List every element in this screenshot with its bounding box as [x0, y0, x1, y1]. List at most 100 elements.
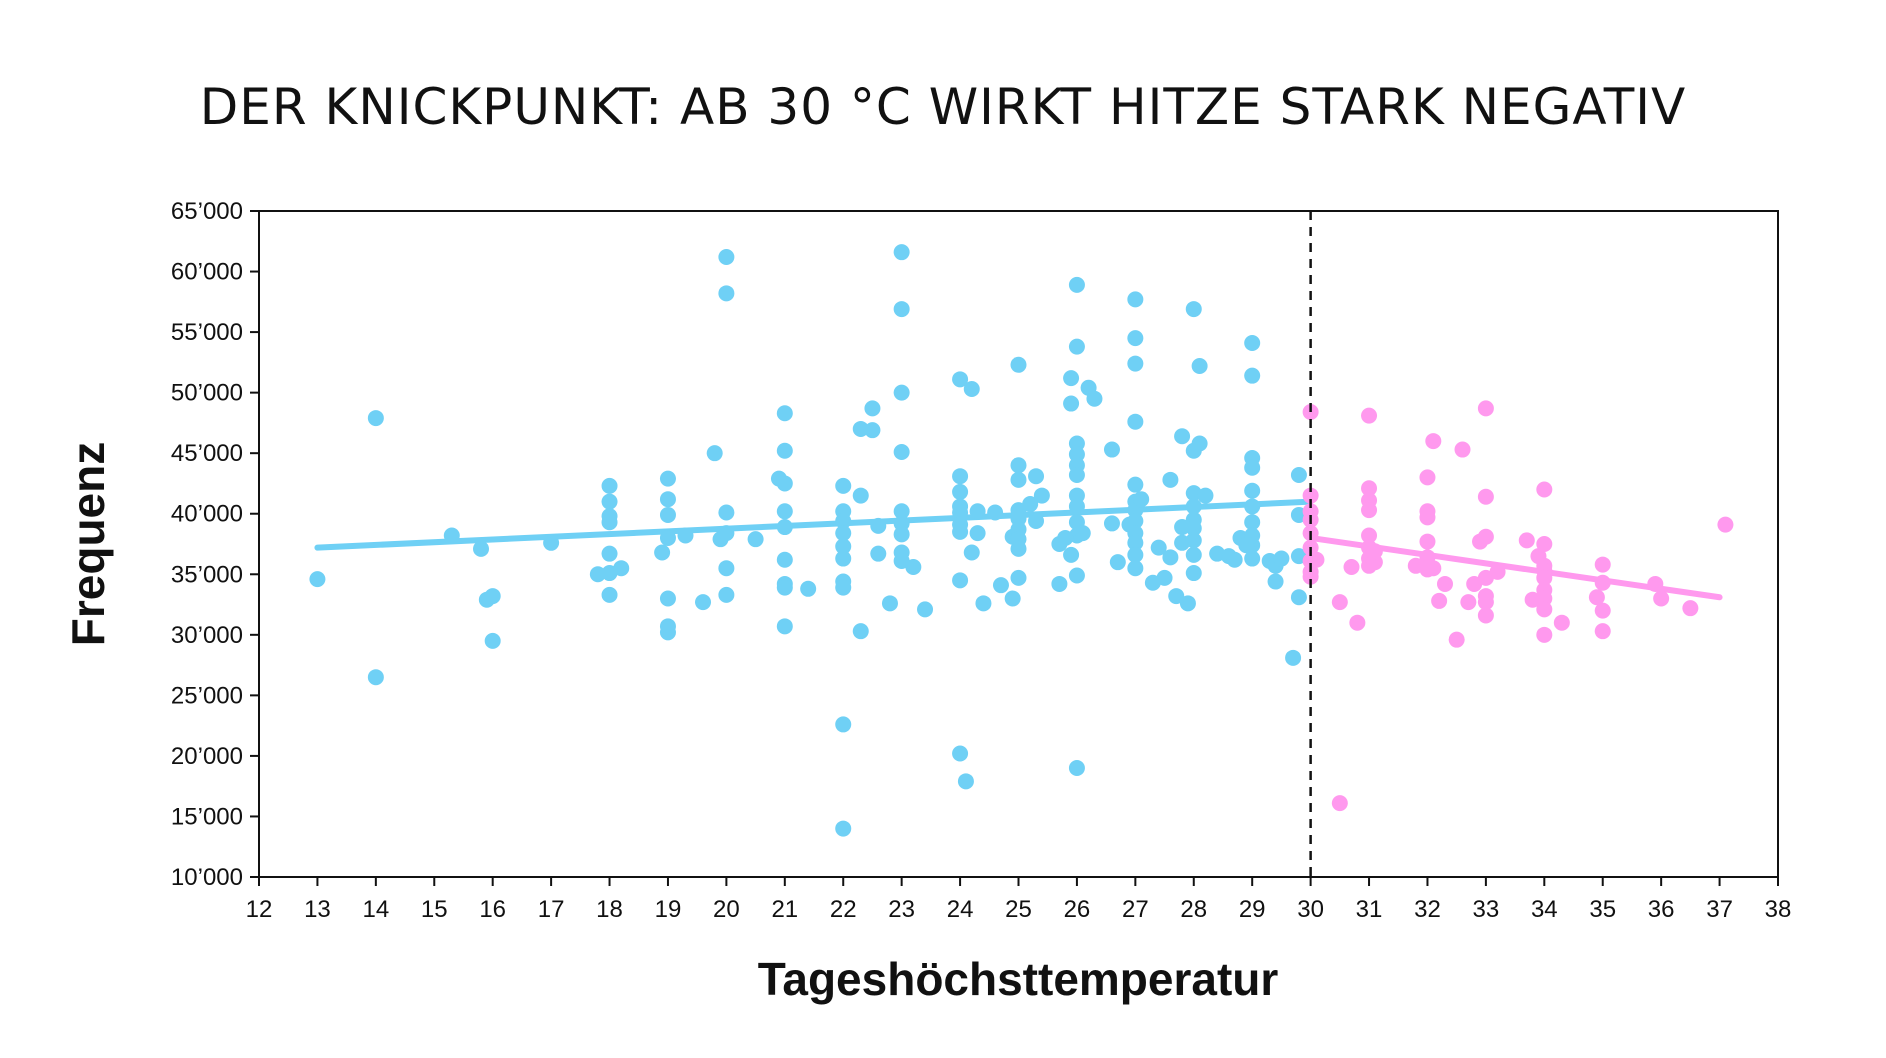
data-point	[952, 745, 969, 762]
data-point	[443, 527, 460, 544]
data-point	[1028, 468, 1045, 485]
data-point	[309, 571, 326, 588]
data-point	[367, 669, 384, 686]
data-point	[905, 559, 922, 576]
data-point	[1290, 589, 1307, 606]
data-point	[1361, 480, 1378, 497]
data-point	[1074, 525, 1091, 542]
data-point	[852, 487, 869, 504]
data-point	[963, 544, 980, 561]
y-axis-title: Frequenz	[62, 442, 114, 646]
x-tick-label: 35	[1589, 896, 1616, 923]
data-point	[1536, 481, 1553, 498]
data-point	[1302, 568, 1319, 585]
y-tick-label: 65’000	[171, 198, 243, 225]
data-point	[1127, 355, 1144, 372]
data-point	[1454, 441, 1471, 458]
data-point	[1717, 516, 1734, 533]
data-point	[1010, 457, 1027, 474]
data-point	[975, 595, 992, 612]
data-point	[1156, 569, 1173, 586]
data-point	[1068, 567, 1085, 584]
data-point	[367, 410, 384, 427]
data-point	[601, 545, 618, 562]
data-point	[1168, 588, 1185, 605]
data-point	[706, 445, 723, 462]
data-point	[1594, 574, 1611, 591]
y-tick-label: 10’000	[171, 864, 243, 891]
data-point	[1477, 400, 1494, 417]
data-point	[1068, 276, 1085, 293]
data-point	[852, 623, 869, 640]
data-point	[1010, 471, 1027, 488]
data-point	[1302, 487, 1319, 504]
data-point	[659, 506, 676, 523]
data-point	[1179, 595, 1196, 612]
data-point	[1536, 536, 1553, 552]
data-points	[309, 244, 1734, 837]
data-point	[1068, 760, 1085, 777]
data-point	[987, 504, 1004, 521]
data-point	[952, 504, 969, 521]
data-point	[1594, 556, 1611, 573]
data-point	[1477, 607, 1494, 624]
data-point	[1174, 519, 1191, 536]
data-point	[1226, 551, 1243, 568]
data-point	[870, 517, 887, 534]
data-point	[1594, 623, 1611, 640]
data-point	[1185, 301, 1202, 318]
data-point	[1109, 554, 1126, 571]
data-point	[1174, 428, 1191, 445]
data-point	[776, 475, 793, 492]
data-point	[952, 468, 969, 485]
data-point	[1425, 560, 1442, 577]
data-point	[718, 586, 735, 603]
axis-ticks: 12 13 14 15 16 17 18 19 20 21 22 23 24 25 26 27 28 29 30 31…	[171, 198, 1791, 923]
data-point	[613, 560, 630, 577]
data-point	[1022, 496, 1039, 513]
data-point	[601, 514, 618, 531]
data-point	[1028, 512, 1045, 529]
data-point	[1127, 534, 1144, 551]
data-point	[601, 477, 618, 494]
data-point	[1518, 532, 1535, 549]
data-point	[969, 503, 986, 520]
data-point	[1647, 575, 1664, 592]
data-point	[1436, 575, 1453, 592]
data-point	[1068, 338, 1085, 355]
data-point	[1349, 614, 1366, 631]
data-point	[1191, 357, 1208, 374]
data-point	[1244, 550, 1261, 567]
data-point	[1103, 515, 1120, 532]
y-tick-label: 35’000	[171, 561, 243, 588]
x-tick-label: 21	[771, 896, 798, 923]
data-point	[776, 405, 793, 422]
data-point	[1244, 334, 1261, 351]
data-point	[870, 545, 887, 562]
data-point	[835, 716, 852, 733]
data-point	[1185, 520, 1202, 537]
x-tick-label: 14	[362, 896, 389, 923]
data-point	[677, 527, 694, 544]
data-point	[776, 442, 793, 459]
data-point	[1185, 498, 1202, 515]
data-point	[1133, 491, 1150, 508]
data-point	[1127, 413, 1144, 430]
data-point	[484, 588, 501, 605]
data-point	[1010, 356, 1027, 373]
data-point	[835, 538, 852, 555]
data-point	[1267, 573, 1284, 590]
data-point	[1361, 502, 1378, 519]
data-point	[963, 381, 980, 398]
y-tick-label: 30’000	[171, 622, 243, 649]
x-tick-label: 24	[947, 896, 974, 923]
data-point	[969, 525, 986, 542]
data-point	[1244, 367, 1261, 384]
data-point	[952, 371, 969, 388]
data-point	[1063, 546, 1080, 563]
data-point	[1419, 509, 1436, 526]
data-point	[835, 820, 852, 837]
x-tick-label: 22	[830, 896, 857, 923]
data-point	[864, 422, 881, 439]
data-point	[992, 577, 1009, 594]
